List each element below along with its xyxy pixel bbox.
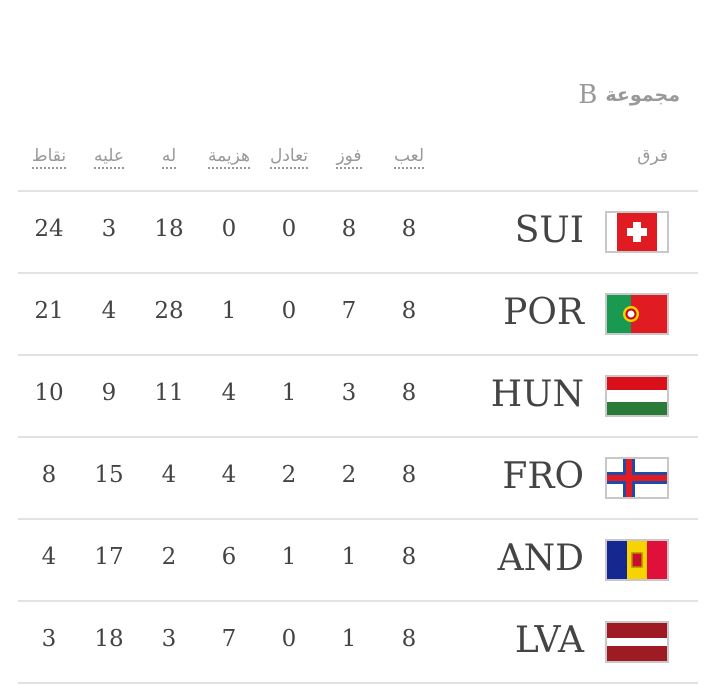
cell-lost: 7	[221, 626, 237, 652]
cell-points: 24	[34, 216, 64, 242]
cell-lost: 1	[221, 298, 237, 324]
cell-points: 3	[41, 626, 57, 652]
team-code[interactable]: POR	[503, 292, 584, 333]
cell-played: 8	[401, 380, 417, 406]
cell-against: 9	[101, 380, 117, 406]
cell-for: 28	[154, 298, 184, 324]
cell-points: 8	[41, 462, 57, 488]
header-played[interactable]: لعب	[379, 146, 439, 176]
header-won[interactable]: فوز	[319, 146, 379, 176]
divider	[18, 682, 698, 684]
header-points[interactable]: نقاط	[19, 146, 79, 176]
cell-against: 17	[94, 544, 124, 570]
team-code[interactable]: HUN	[490, 374, 584, 415]
team-code[interactable]: SUI	[514, 210, 584, 251]
cell-points: 4	[41, 544, 57, 570]
team-code[interactable]: FRO	[502, 456, 584, 497]
switzerland-flag	[605, 211, 669, 253]
andorra-flag	[605, 539, 669, 581]
divider	[18, 190, 698, 192]
cell-played: 8	[401, 626, 417, 652]
cell-played: 8	[401, 216, 417, 242]
cell-won: 8	[341, 216, 357, 242]
table-row[interactable]: 8 2 2 4 4 15 8 FRO	[0, 438, 718, 520]
cell-drawn: 1	[281, 544, 297, 570]
cell-played: 8	[401, 544, 417, 570]
cell-won: 2	[341, 462, 357, 488]
cell-for: 18	[154, 216, 184, 242]
table-row[interactable]: 8 7 0 1 28 4 21 POR	[0, 274, 718, 356]
header-team: فرق	[637, 146, 668, 166]
cell-for: 2	[161, 544, 177, 570]
table-row[interactable]: 8 1 0 7 3 18 3 LVA	[0, 602, 718, 684]
cell-won: 7	[341, 298, 357, 324]
header-goals-for[interactable]: له	[139, 146, 199, 176]
table-row[interactable]: 8 1 1 6 2 17 4 AND	[0, 520, 718, 602]
team-code[interactable]: AND	[497, 538, 584, 579]
cell-against: 18	[94, 626, 124, 652]
portugal-flag	[605, 293, 669, 335]
divider	[18, 600, 698, 602]
team-code[interactable]: LVA	[514, 620, 584, 661]
cell-against: 3	[101, 216, 117, 242]
cell-drawn: 1	[281, 380, 297, 406]
divider	[18, 518, 698, 520]
cell-drawn: 0	[281, 298, 297, 324]
divider	[18, 436, 698, 438]
cell-drawn: 0	[281, 216, 297, 242]
divider	[18, 272, 698, 274]
cell-won: 1	[341, 626, 357, 652]
cell-for: 11	[154, 380, 184, 406]
cell-played: 8	[401, 462, 417, 488]
cell-drawn: 0	[281, 626, 297, 652]
cell-played: 8	[401, 298, 417, 324]
cell-against: 4	[101, 298, 117, 324]
group-title: مجموعة B	[578, 80, 680, 110]
faroe-islands-flag	[605, 457, 669, 499]
group-letter: B	[578, 80, 598, 110]
divider	[18, 354, 698, 356]
cell-drawn: 2	[281, 462, 297, 488]
cell-lost: 4	[221, 462, 237, 488]
cell-for: 4	[161, 462, 177, 488]
cell-won: 3	[341, 380, 357, 406]
cell-lost: 4	[221, 380, 237, 406]
latvia-flag	[605, 621, 669, 663]
cell-lost: 6	[221, 544, 237, 570]
table-row[interactable]: 8 8 0 0 18 3 24 SUI	[0, 192, 718, 274]
header-goals-against[interactable]: عليه	[79, 146, 139, 176]
cell-won: 1	[341, 544, 357, 570]
cell-points: 10	[34, 380, 64, 406]
group-label: مجموعة	[605, 84, 680, 106]
header-lost[interactable]: هزيمة	[199, 146, 259, 176]
header-drawn[interactable]: تعادل	[259, 146, 319, 176]
cell-for: 3	[161, 626, 177, 652]
cell-points: 21	[34, 298, 64, 324]
cell-lost: 0	[221, 216, 237, 242]
cell-against: 15	[94, 462, 124, 488]
hungary-flag	[605, 375, 669, 417]
table-row[interactable]: 8 3 1 4 11 9 10 HUN	[0, 356, 718, 438]
